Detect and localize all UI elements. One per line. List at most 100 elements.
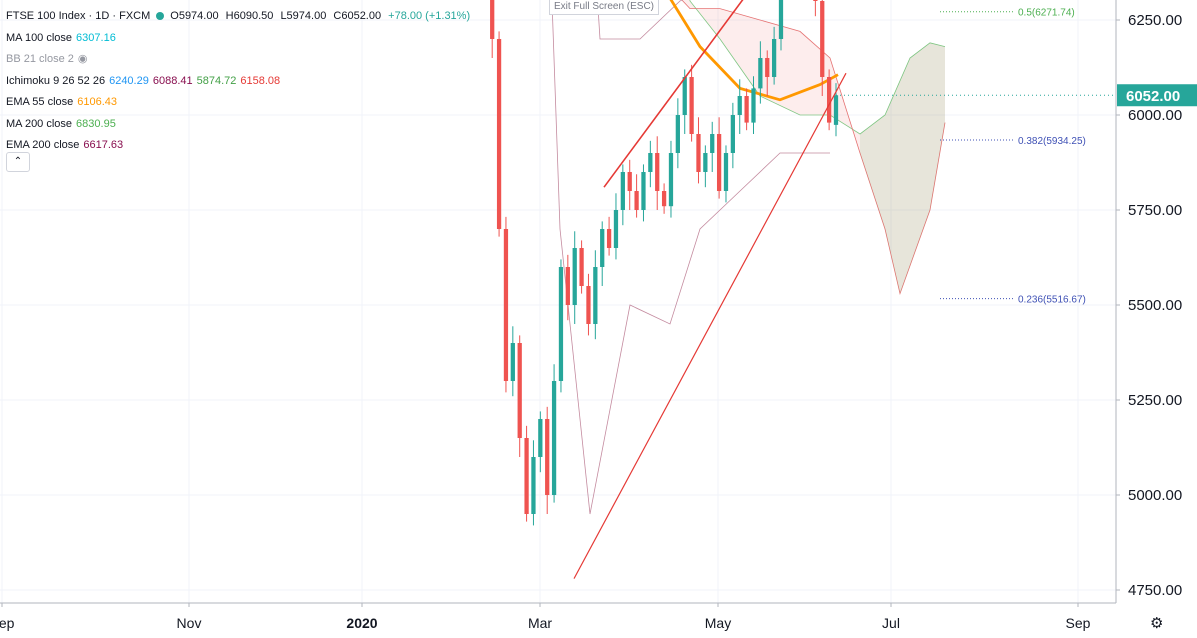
candle-body	[710, 134, 715, 153]
ohlc-open: O5974.00	[170, 10, 219, 22]
candle-body	[723, 153, 729, 191]
legend-ema55[interactable]: EMA 55 close 6106.43	[6, 92, 470, 114]
legend-ma200[interactable]: MA 200 close 6830.95	[6, 114, 470, 136]
legend-label: EMA 200 close	[6, 139, 80, 151]
candle-body	[606, 229, 612, 248]
candle-body	[696, 134, 701, 172]
legend-value: 6617.63	[83, 139, 124, 151]
candle-body	[648, 153, 653, 172]
candle-body	[778, 0, 784, 39]
price-tick-label: 6000.00	[1128, 107, 1182, 124]
candle-body	[586, 286, 591, 324]
candle-body	[524, 438, 529, 514]
candle-body	[737, 96, 742, 115]
candle-body	[730, 115, 735, 153]
ohlc-close: C6052.00	[333, 10, 382, 22]
candle-body	[689, 77, 694, 134]
price-tick-label: 5750.00	[1128, 202, 1182, 219]
candle-body	[490, 0, 495, 39]
candle-body	[565, 267, 570, 305]
candle-body	[613, 210, 619, 248]
indicator-legend: FTSE 100 Index · 1D · FXCM O5974.00 H6090…	[6, 6, 470, 157]
legend-value: 5874.72	[196, 74, 237, 87]
market-status-icon	[156, 12, 165, 21]
fib-level-label: 0.382(5934.25)	[1018, 136, 1086, 147]
price-tick-label: 5000.00	[1128, 487, 1182, 504]
ichimoku-cloud-future	[860, 42, 945, 294]
legend-label: Ichimoku 9 26 52 26	[6, 74, 106, 87]
candle-body	[641, 172, 646, 210]
ichimoku-span-b	[681, 0, 946, 296]
candle-body	[661, 191, 667, 207]
candle-body	[551, 381, 557, 495]
candle-body	[771, 39, 777, 77]
ichimoku-cloud	[681, 0, 945, 294]
price-tick-label: 4750.00	[1128, 582, 1182, 599]
ohlc-low: L5974.00	[280, 10, 327, 22]
legend-ema200[interactable]: EMA 200 close 6617.63	[6, 135, 470, 157]
exit-full-screen-button[interactable]: Exit Full Screen (ESC)	[549, 0, 659, 15]
candle-body	[593, 267, 598, 324]
time-tick-label: Mar	[528, 615, 552, 631]
legend-bb21[interactable]: BB 21 close 2 ◉	[6, 49, 470, 71]
candle-body	[744, 96, 749, 123]
candle-body	[765, 58, 770, 77]
candle-body	[620, 172, 625, 210]
candle-body	[510, 343, 515, 381]
legend-value: 6158.08	[240, 74, 281, 87]
collapse-legend-button[interactable]: ⌃	[6, 152, 30, 172]
candle-body	[579, 248, 584, 286]
eye-off-icon[interactable]: ◉	[77, 53, 88, 65]
symbol-title: FTSE 100 Index · 1D · FXCM	[6, 10, 151, 22]
time-tick-label: Nov	[177, 615, 202, 631]
candle-body	[655, 153, 660, 191]
candle-body	[600, 229, 605, 267]
last-price-label: 6052.00	[1126, 88, 1180, 105]
last-price-badge	[1117, 84, 1197, 107]
symbol-row: FTSE 100 Index · 1D · FXCM O5974.00 H6090…	[6, 6, 470, 28]
candle-body	[503, 229, 509, 381]
time-tick-label: Sep	[0, 615, 15, 631]
legend-value: 6307.16	[76, 31, 116, 44]
price-tick-label: 6250.00	[1128, 12, 1182, 29]
time-tick-label: Sep	[1066, 615, 1091, 631]
candle-body	[682, 77, 687, 115]
candle-body	[833, 95, 839, 125]
candle-body	[716, 134, 722, 191]
legend-ma100[interactable]: MA 100 close 6307.16	[6, 28, 470, 50]
ichimoku-span-a	[689, 0, 946, 135]
time-tick-label: 2020	[346, 615, 377, 631]
candle-body	[826, 77, 832, 123]
legend-label: MA 200 close	[6, 117, 73, 130]
fib-level-label: 0.5(6271.74)	[1018, 8, 1075, 19]
candle-body	[496, 39, 502, 229]
legend-value: 6106.43	[77, 96, 118, 108]
legend-value: 6088.41	[152, 74, 193, 87]
candle-body	[668, 153, 674, 207]
fib-level-label: 0.236(5516.67)	[1018, 295, 1086, 306]
legend-label: BB 21 close 2	[6, 53, 74, 65]
candle-body	[813, 0, 818, 1]
time-tick-label: Jul	[882, 615, 900, 631]
gear-icon[interactable]: ⚙	[1150, 615, 1164, 632]
candle-body	[517, 343, 522, 438]
candle-body	[538, 419, 543, 457]
ohlc-high: H6090.50	[225, 10, 274, 22]
legend-label: EMA 55 close	[6, 96, 74, 108]
legend-ichimoku[interactable]: Ichimoku 9 26 52 26 6240.29 6088.41 5874.72…	[6, 71, 470, 93]
price-tick-label: 5250.00	[1128, 392, 1182, 409]
ohlc-change: +78.00 (+1.31%)	[388, 10, 471, 22]
candle-body	[572, 248, 577, 305]
candle-body	[820, 1, 825, 77]
candle-body	[703, 153, 708, 172]
candle-body	[634, 191, 639, 210]
candle-body	[531, 457, 536, 514]
candle-body	[627, 172, 632, 191]
legend-value: 6830.95	[76, 117, 116, 130]
envelope-lower	[551, 0, 830, 515]
time-tick-label: May	[705, 615, 731, 631]
candle-body	[751, 88, 756, 123]
candle-body	[545, 419, 550, 495]
